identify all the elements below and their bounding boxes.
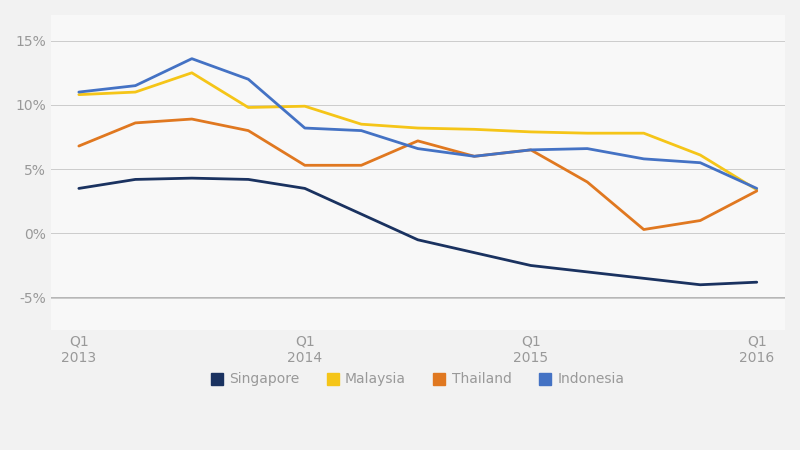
Indonesia: [526, 147, 535, 153]
Malaysia: [582, 130, 592, 136]
Malaysia: [300, 104, 310, 109]
Thailand: [526, 147, 535, 153]
Legend: Singapore, Malaysia, Thailand, Indonesia: Singapore, Malaysia, Thailand, Indonesia: [206, 367, 630, 392]
Thailand: [639, 227, 649, 232]
Indonesia: [130, 83, 140, 88]
Malaysia: [413, 126, 422, 131]
Singapore: [526, 263, 535, 268]
Malaysia: [695, 152, 705, 158]
Singapore: [695, 282, 705, 288]
Singapore: [357, 212, 366, 217]
Malaysia: [752, 187, 762, 193]
Indonesia: [582, 146, 592, 151]
Singapore: [582, 269, 592, 274]
Singapore: [74, 186, 84, 191]
Malaysia: [243, 105, 253, 110]
Thailand: [300, 162, 310, 168]
Indonesia: [752, 186, 762, 191]
Singapore: [413, 237, 422, 243]
Indonesia: [357, 128, 366, 133]
Indonesia: [74, 90, 84, 95]
Singapore: [187, 176, 197, 181]
Malaysia: [639, 130, 649, 136]
Thailand: [243, 128, 253, 133]
Indonesia: [243, 76, 253, 82]
Malaysia: [130, 90, 140, 95]
Thailand: [187, 117, 197, 122]
Indonesia: [413, 146, 422, 151]
Malaysia: [526, 129, 535, 135]
Thailand: [130, 120, 140, 126]
Singapore: [300, 186, 310, 191]
Line: Thailand: Thailand: [79, 119, 757, 230]
Line: Malaysia: Malaysia: [79, 73, 757, 190]
Thailand: [695, 218, 705, 223]
Indonesia: [639, 156, 649, 162]
Indonesia: [300, 126, 310, 131]
Line: Indonesia: Indonesia: [79, 58, 757, 189]
Indonesia: [695, 160, 705, 166]
Thailand: [357, 162, 366, 168]
Indonesia: [470, 153, 479, 159]
Thailand: [470, 153, 479, 159]
Thailand: [582, 179, 592, 184]
Line: Singapore: Singapore: [79, 178, 757, 285]
Malaysia: [187, 70, 197, 76]
Singapore: [243, 177, 253, 182]
Malaysia: [470, 126, 479, 132]
Thailand: [413, 138, 422, 144]
Singapore: [130, 177, 140, 182]
Indonesia: [187, 56, 197, 61]
Singapore: [470, 250, 479, 255]
Singapore: [752, 279, 762, 285]
Malaysia: [357, 122, 366, 127]
Singapore: [639, 276, 649, 281]
Thailand: [752, 188, 762, 194]
Malaysia: [74, 92, 84, 97]
Thailand: [74, 143, 84, 148]
